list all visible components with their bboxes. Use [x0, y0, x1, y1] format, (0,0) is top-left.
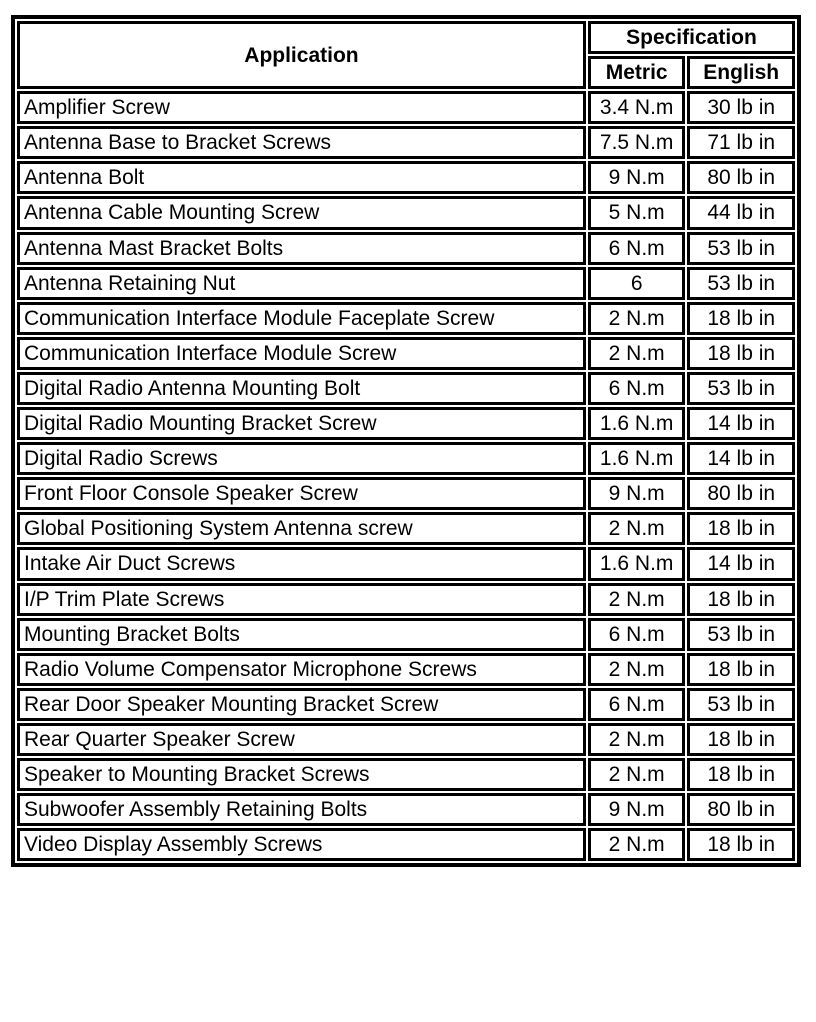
english-value-cell: 80 lb in: [687, 161, 795, 195]
metric-value-cell: 7.5 N.m: [587, 126, 686, 160]
application-cell: Antenna Retaining Nut: [17, 266, 586, 300]
english-value-cell: 18 lb in: [687, 512, 795, 546]
metric-value-cell: 2 N.m: [587, 582, 686, 616]
metric-value-cell: 9 N.m: [587, 477, 686, 511]
table-row: Antenna Cable Mounting Screw 5 N.m 44 lb…: [17, 196, 795, 230]
application-cell: Radio Volume Compensator Microphone Scre…: [17, 652, 586, 686]
application-cell: Video Display Assembly Screws: [17, 828, 586, 862]
table-row: Antenna Retaining Nut 6 53 lb in: [17, 266, 795, 300]
english-value-cell: 53 lb in: [687, 687, 795, 721]
metric-value-cell: 2 N.m: [587, 757, 686, 792]
metric-value-cell: 9 N.m: [587, 793, 686, 827]
english-value-cell: 18 lb in: [687, 582, 795, 616]
table-row: Front Floor Console Speaker Screw 9 N.m …: [17, 477, 795, 511]
table-row: Radio Volume Compensator Microphone Scre…: [17, 652, 795, 686]
english-value-cell: 53 lb in: [687, 617, 795, 651]
english-value-cell: 14 lb in: [687, 407, 795, 441]
application-cell: Mounting Bracket Bolts: [17, 617, 586, 651]
metric-value-cell: 2 N.m: [587, 652, 686, 686]
table-row: Antenna Bolt 9 N.m 80 lb in: [17, 161, 795, 195]
english-value-cell: 53 lb in: [687, 371, 795, 406]
table-header: Application Specification Metric English: [17, 21, 795, 90]
application-cell: Communication Interface Module Screw: [17, 336, 586, 370]
metric-value-cell: 1.6 N.m: [587, 407, 686, 441]
english-value-cell: 14 lb in: [687, 547, 795, 581]
table-row: Speaker to Mounting Bracket Screws 2 N.m…: [17, 757, 795, 792]
application-cell: Rear Door Speaker Mounting Bracket Screw: [17, 687, 586, 721]
metric-value-cell: 6 N.m: [587, 231, 686, 265]
application-cell: Digital Radio Screws: [17, 442, 586, 476]
english-value-cell: 18 lb in: [687, 336, 795, 370]
metric-value-cell: 2 N.m: [587, 336, 686, 370]
application-cell: Antenna Mast Bracket Bolts: [17, 231, 586, 265]
application-cell: Speaker to Mounting Bracket Screws: [17, 757, 586, 792]
english-value-cell: 18 lb in: [687, 301, 795, 335]
metric-value-cell: 1.6 N.m: [587, 547, 686, 581]
english-value-cell: 18 lb in: [687, 722, 795, 756]
english-value-cell: 53 lb in: [687, 231, 795, 265]
english-value-cell: 53 lb in: [687, 266, 795, 300]
table-row: Mounting Bracket Bolts 6 N.m 53 lb in: [17, 617, 795, 651]
application-cell: Subwoofer Assembly Retaining Bolts: [17, 793, 586, 827]
metric-value-cell: 6 N.m: [587, 617, 686, 651]
table-row: Digital Radio Mounting Bracket Screw 1.6…: [17, 407, 795, 441]
application-cell: Antenna Bolt: [17, 161, 586, 195]
table-row: Antenna Base to Bracket Screws 7.5 N.m 7…: [17, 126, 795, 160]
table-row: Digital Radio Antenna Mounting Bolt 6 N.…: [17, 371, 795, 406]
metric-value-cell: 5 N.m: [587, 196, 686, 230]
english-column-header: English: [687, 56, 795, 90]
table-row: Communication Interface Module Faceplate…: [17, 301, 795, 335]
torque-spec-table: Application Specification Metric English…: [11, 15, 801, 868]
english-value-cell: 71 lb in: [687, 126, 795, 160]
application-cell: Digital Radio Antenna Mounting Bolt: [17, 371, 586, 406]
metric-value-cell: 2 N.m: [587, 301, 686, 335]
application-cell: Communication Interface Module Faceplate…: [17, 301, 586, 335]
metric-value-cell: 6 N.m: [587, 371, 686, 406]
table-body: Amplifier Screw 3.4 N.m 30 lb in Antenna…: [17, 91, 795, 862]
table-row: Communication Interface Module Screw 2 N…: [17, 336, 795, 370]
metric-column-header: Metric: [587, 56, 686, 90]
metric-value-cell: 6 N.m: [587, 687, 686, 721]
application-cell: Antenna Base to Bracket Screws: [17, 126, 586, 160]
metric-value-cell: 3.4 N.m: [587, 91, 686, 125]
english-value-cell: 80 lb in: [687, 477, 795, 511]
specification-column-group-header: Specification: [587, 21, 795, 55]
application-cell: Rear Quarter Speaker Screw: [17, 722, 586, 756]
application-cell: Amplifier Screw: [17, 91, 586, 125]
header-row-2: Metric English: [17, 56, 795, 90]
table-row: Video Display Assembly Screws 2 N.m 18 l…: [17, 828, 795, 862]
metric-value-cell: 6: [587, 266, 686, 300]
english-value-cell: 18 lb in: [687, 828, 795, 862]
metric-value-cell: 1.6 N.m: [587, 442, 686, 476]
english-value-cell: 80 lb in: [687, 793, 795, 827]
english-value-cell: 14 lb in: [687, 442, 795, 476]
application-cell: Antenna Cable Mounting Screw: [17, 196, 586, 230]
table-row: Antenna Mast Bracket Bolts 6 N.m 53 lb i…: [17, 231, 795, 265]
metric-value-cell: 2 N.m: [587, 512, 686, 546]
application-cell: I/P Trim Plate Screws: [17, 582, 586, 616]
metric-value-cell: 9 N.m: [587, 161, 686, 195]
application-column-header: Application: [17, 21, 586, 90]
english-value-cell: 18 lb in: [687, 652, 795, 686]
application-cell: Front Floor Console Speaker Screw: [17, 477, 586, 511]
table-row: Rear Door Speaker Mounting Bracket Screw…: [17, 687, 795, 721]
table-row: Amplifier Screw 3.4 N.m 30 lb in: [17, 91, 795, 125]
table-row: Rear Quarter Speaker Screw 2 N.m 18 lb i…: [17, 722, 795, 756]
table-row: Global Positioning System Antenna screw …: [17, 512, 795, 546]
header-row-1: Application Specification: [17, 21, 795, 90]
english-value-cell: 30 lb in: [687, 91, 795, 125]
metric-value-cell: 2 N.m: [587, 828, 686, 862]
english-value-cell: 44 lb in: [687, 196, 795, 230]
table-row: Intake Air Duct Screws 1.6 N.m 14 lb in: [17, 547, 795, 581]
application-cell: Global Positioning System Antenna screw: [17, 512, 586, 546]
application-cell: Intake Air Duct Screws: [17, 547, 586, 581]
table-row: I/P Trim Plate Screws 2 N.m 18 lb in: [17, 582, 795, 616]
application-cell: Digital Radio Mounting Bracket Screw: [17, 407, 586, 441]
english-value-cell: 18 lb in: [687, 757, 795, 792]
table-row: Digital Radio Screws 1.6 N.m 14 lb in: [17, 442, 795, 476]
table-row: Subwoofer Assembly Retaining Bolts 9 N.m…: [17, 793, 795, 827]
metric-value-cell: 2 N.m: [587, 722, 686, 756]
